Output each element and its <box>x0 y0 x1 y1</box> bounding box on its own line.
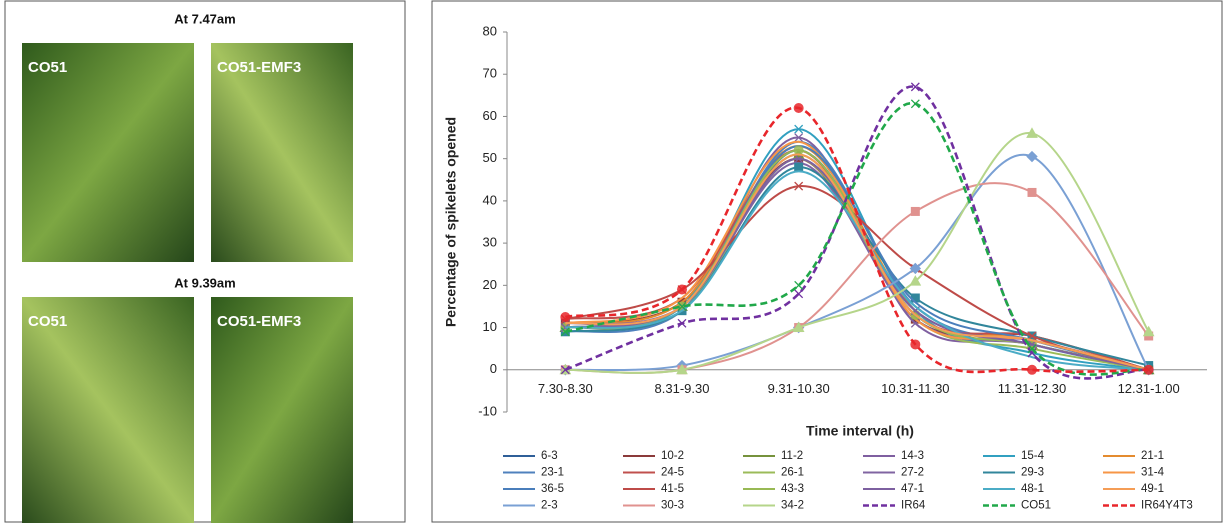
marker <box>794 133 804 143</box>
marker <box>792 321 805 333</box>
legend-label: 48-1 <box>1021 483 1044 495</box>
marker <box>909 262 922 275</box>
photo-label: CO51 <box>28 313 67 330</box>
legend-label: IR64Y4T3 <box>1141 500 1193 512</box>
marker <box>1026 127 1038 138</box>
y-tick-label: -10 <box>478 403 497 418</box>
marker <box>794 124 804 134</box>
photo <box>22 43 194 262</box>
x-tick-label: 12.31-1.00 <box>1118 381 1180 396</box>
marker <box>910 206 920 216</box>
marker <box>560 365 570 375</box>
y-tick-label: 70 <box>483 66 497 81</box>
marker <box>794 289 804 299</box>
marker <box>794 162 804 172</box>
series-line <box>565 153 1149 371</box>
y-tick-label: 10 <box>483 319 497 334</box>
legend-label: 36-5 <box>541 483 564 495</box>
legend-label: 14-3 <box>901 450 924 462</box>
y-tick-label: 30 <box>483 235 497 250</box>
legend-label: 34-2 <box>781 500 804 512</box>
legend-label: 41-5 <box>661 483 684 495</box>
legend-label: 10-2 <box>661 450 684 462</box>
marker <box>793 103 804 113</box>
legend-label: CO51 <box>1021 500 1051 512</box>
y-tick-label: 0 <box>490 361 497 376</box>
legend-label: 27-2 <box>901 467 924 479</box>
legend-label: 21-1 <box>1141 450 1164 462</box>
photo <box>211 297 353 523</box>
y-tick-label: 40 <box>483 192 497 207</box>
marker <box>910 82 920 92</box>
legend-label: 29-3 <box>1021 467 1044 479</box>
marker <box>794 181 804 191</box>
photo <box>211 43 353 262</box>
photo-label: CO51 <box>28 59 67 76</box>
marker <box>1142 325 1155 337</box>
legend-label: IR64 <box>901 500 926 512</box>
photo-label: CO51-EMF3 <box>217 313 301 330</box>
y-axis-title: Percentage of spikelets opened <box>443 117 459 327</box>
marker <box>910 339 921 350</box>
series-line <box>565 170 1149 371</box>
legend-label: 31-4 <box>1141 467 1165 479</box>
marker <box>909 275 922 286</box>
legend-label: 15-4 <box>1021 450 1045 462</box>
marker <box>677 301 687 311</box>
legend-label: 6-3 <box>541 450 558 462</box>
legend-label: 43-3 <box>781 483 804 495</box>
marker <box>1027 344 1037 354</box>
photo-label: CO51-EMF3 <box>217 59 301 76</box>
legend-label: 49-1 <box>1141 483 1164 495</box>
photo <box>22 297 194 523</box>
chart-panel <box>431 0 1223 523</box>
x-axis-title: Time interval (h) <box>806 423 914 439</box>
marker <box>794 154 804 164</box>
legend-label: 2-3 <box>541 500 558 512</box>
legend-label: 26-1 <box>781 467 804 479</box>
legend-label: 11-2 <box>781 450 803 462</box>
x-tick-label: 7.30-8.30 <box>538 381 593 396</box>
photo-heading: At 7.47am <box>174 11 235 26</box>
y-tick-label: 20 <box>483 277 497 292</box>
legend-label: 24-5 <box>661 467 684 479</box>
marker <box>910 99 920 109</box>
x-tick-label: 9.31-10.30 <box>768 381 830 396</box>
marker <box>1027 187 1037 197</box>
x-tick-label: 8.31-9.30 <box>655 381 710 396</box>
y-tick-label: 50 <box>483 150 497 165</box>
x-tick-label: 11.31-12.30 <box>998 381 1066 396</box>
marker <box>793 145 804 156</box>
marker <box>794 280 804 290</box>
marker <box>1026 150 1038 163</box>
legend-label: 23-1 <box>541 467 564 479</box>
marker <box>1027 364 1037 375</box>
y-tick-label: 80 <box>483 23 497 38</box>
x-tick-label: 10.31-11.30 <box>881 381 949 396</box>
marker <box>676 363 688 375</box>
marker <box>560 327 570 337</box>
legend-label: 30-3 <box>661 500 684 512</box>
photo-heading: At 9.39am <box>174 275 235 290</box>
marker <box>677 284 687 295</box>
legend-label: 47-1 <box>901 483 924 495</box>
marker <box>560 312 571 322</box>
y-tick-label: 60 <box>483 108 497 123</box>
marker <box>677 318 687 328</box>
marker <box>1143 364 1154 375</box>
